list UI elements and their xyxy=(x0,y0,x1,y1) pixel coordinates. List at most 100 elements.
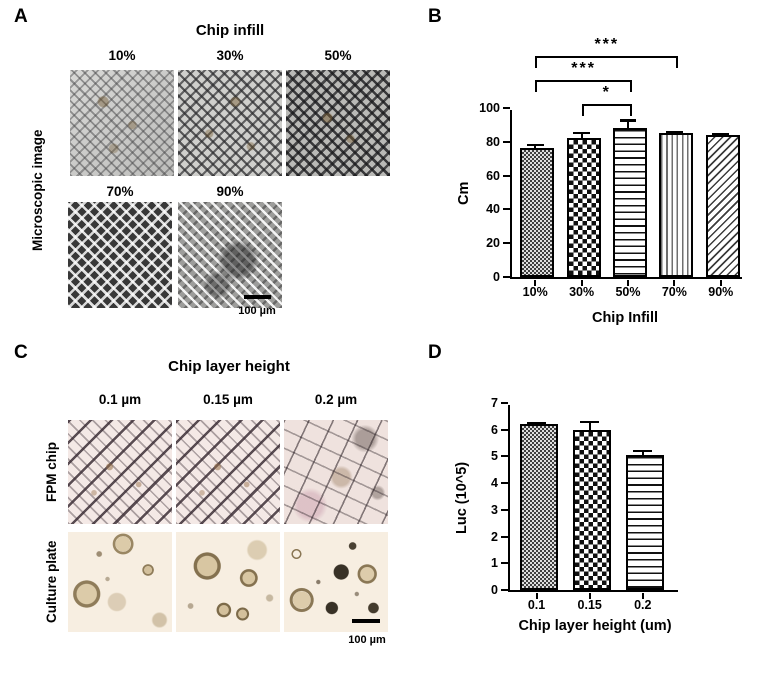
bar-50% xyxy=(613,127,647,277)
panel-a-scalebar xyxy=(244,295,271,299)
x-axis-tick xyxy=(641,592,644,599)
chart-d-x-axis-label: Chip layer height (um) xyxy=(518,618,672,634)
bar-30% xyxy=(566,137,601,277)
y-axis-tick-label: 0 xyxy=(491,583,498,597)
panel-c-label: C xyxy=(14,342,28,363)
x-axis-tick-label: 90% xyxy=(708,285,734,299)
chip-infill-70-label: 70% xyxy=(106,184,134,199)
y-axis-tick-label: 40 xyxy=(486,202,500,217)
culture-plate-row-label: Culture plate xyxy=(44,540,59,624)
culture-plate-02-image xyxy=(284,532,388,632)
y-axis-tick-label: 0 xyxy=(493,270,500,284)
significance-label: *** xyxy=(594,36,620,53)
error-bar-cap xyxy=(526,143,544,147)
layer-height-01-label: 0.1 µm xyxy=(98,392,142,407)
panel-c-scalebar-label: 100 µm xyxy=(348,634,386,646)
fpm-chip-015-image xyxy=(176,420,280,524)
y-axis-tick-label: 80 xyxy=(486,134,500,149)
bar-0.2 xyxy=(625,455,664,590)
chip-infill-50-image xyxy=(286,70,390,176)
significance-bracket: * xyxy=(581,84,632,116)
error-bar-cap xyxy=(527,421,547,425)
error-bar-cap xyxy=(712,132,730,136)
x-axis-tick-label: 70% xyxy=(661,285,687,299)
fpm-chip-01-image xyxy=(68,420,172,524)
y-axis-tick-label: 6 xyxy=(491,422,498,437)
chart-b-plot-area: 0 20 40 60 80 100 10% 30% 50% 70% 90% * *** *** xyxy=(479,36,742,299)
bar-10% xyxy=(520,147,555,277)
chip-infill-30-label: 30% xyxy=(216,48,244,63)
y-axis-tick xyxy=(503,208,510,211)
panel-a-row-label: Microscopic image xyxy=(30,129,45,251)
error-bar xyxy=(588,423,591,436)
x-axis-tick-label: 10% xyxy=(522,285,548,299)
y-axis-tick-label: 100 xyxy=(479,101,500,115)
y-axis-tick xyxy=(503,107,510,109)
bar-70% xyxy=(659,132,694,277)
chip-infill-10-image xyxy=(70,70,174,176)
y-axis-tick xyxy=(503,140,510,143)
chip-infill-90-image xyxy=(178,202,282,308)
x-axis-tick-label: 0.1 xyxy=(527,598,546,612)
x-axis-tick xyxy=(534,279,537,286)
chart-d-plot-area: 0 1 2 3 4 5 6 7 0.1 0.15 0.2 xyxy=(491,396,678,612)
chip-infill-10-label: 10% xyxy=(108,48,136,63)
y-axis-tick xyxy=(501,482,508,485)
error-bar xyxy=(627,121,629,134)
x-axis-tick-label: 50% xyxy=(615,285,641,299)
y-axis-tick xyxy=(501,428,508,431)
y-axis-tick-label: 60 xyxy=(486,168,500,183)
chip-infill-90-label: 90% xyxy=(216,184,244,199)
panel-d-label: D xyxy=(428,342,442,363)
y-axis-tick-label: 20 xyxy=(486,236,500,251)
panel-c-scalebar xyxy=(352,619,380,623)
culture-plate-015-image xyxy=(176,532,280,632)
y-axis-tick xyxy=(501,589,508,591)
panel-c-title: Chip layer height xyxy=(168,358,290,375)
y-axis-tick-label: 3 xyxy=(491,502,498,517)
significance-bracket: *** xyxy=(535,36,679,68)
y-axis-tick xyxy=(501,535,508,538)
x-axis-tick xyxy=(535,592,538,599)
significance-bracket: *** xyxy=(535,60,632,92)
y-axis-tick-label: 2 xyxy=(491,529,498,544)
y-axis-tick xyxy=(501,402,508,404)
panel-a-title: Chip infill xyxy=(195,22,265,39)
x-axis-tick-label: 30% xyxy=(569,285,595,299)
x-axis-tick xyxy=(719,279,722,286)
panel-a-scalebar-label: 100 µm xyxy=(238,305,276,317)
bar-90% xyxy=(705,135,740,277)
y-axis-tick xyxy=(503,242,510,245)
fpm-chip-row-label: FPM chip xyxy=(44,442,59,502)
y-axis-tick-label: 4 xyxy=(491,476,498,491)
chart-b-x-axis-label: Chip Infill xyxy=(591,310,659,326)
chip-infill-50-label: 50% xyxy=(324,48,352,63)
chip-infill-30-image xyxy=(178,70,282,176)
layer-height-015-label: 0.15 µm xyxy=(203,392,253,407)
x-axis-tick xyxy=(673,279,676,286)
x-axis-tick-label: 0.15 xyxy=(577,598,602,612)
fpm-chip-02-image xyxy=(284,420,388,524)
y-axis-tick xyxy=(501,455,508,458)
error-bar-cap xyxy=(619,119,637,122)
layer-height-02-label: 0.2 µm xyxy=(314,392,358,407)
y-axis-tick-label: 5 xyxy=(491,449,498,464)
x-axis-tick-label: 0.2 xyxy=(634,598,652,612)
significance-label: *** xyxy=(571,60,596,77)
bar-0.15 xyxy=(572,429,611,590)
y-axis-tick xyxy=(503,276,510,278)
error-bar-cap xyxy=(633,449,653,453)
panel-a-label: A xyxy=(14,6,28,27)
y-axis-tick-label: 1 xyxy=(491,556,498,571)
chip-infill-bar-chart: Cm 0 20 40 60 80 100 10% 30% 50% 70% 90% * *** *** Ch… xyxy=(440,30,755,335)
panel-b-label: B xyxy=(428,6,442,27)
layer-height-bar-chart: Luc (10^5) 0 1 2 3 4 5 6 7 0.1 0.15 0.2 Chip layer… xyxy=(440,370,755,655)
error-bar-cap xyxy=(573,131,590,135)
x-axis-tick xyxy=(627,279,629,286)
y-axis-tick-label: 7 xyxy=(491,396,498,410)
y-axis-tick xyxy=(503,174,510,177)
x-axis-tick xyxy=(588,592,591,599)
significance-label: * xyxy=(602,84,611,101)
error-bar-cap xyxy=(580,420,600,424)
